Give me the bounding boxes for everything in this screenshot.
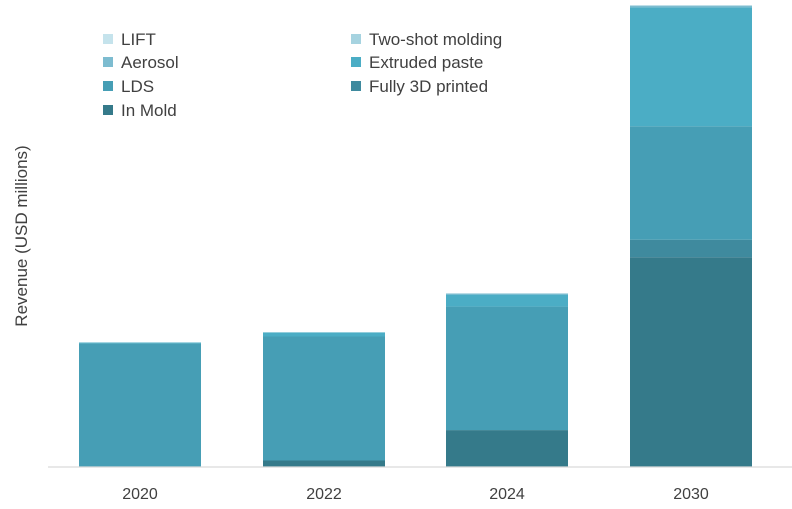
legend-swatch-lift	[103, 34, 113, 44]
x-tick-label-2030: 2030	[673, 486, 709, 503]
legend-swatch-fully-3d-printed	[351, 81, 361, 91]
x-tick-label-2022: 2022	[306, 486, 342, 503]
bar-2024-extruded-paste	[446, 294, 568, 307]
bar-2030-aerosol	[630, 6, 752, 8]
bar-2022-in-mold	[263, 460, 385, 467]
bar-2030-fully-3d-printed	[630, 239, 752, 258]
bar-2030-extruded-paste	[630, 7, 752, 127]
bar-2030-in-mold	[630, 257, 752, 467]
x-tick-label-2024: 2024	[489, 486, 525, 503]
bar-2020-lds	[79, 343, 201, 467]
bar-2020-extruded-paste	[79, 342, 201, 344]
legend-swatch-two-shot-molding	[351, 34, 361, 44]
bar-2024-in-mold	[446, 430, 568, 467]
legend-label-two-shot-molding: Two-shot molding	[369, 30, 502, 49]
legend-swatch-lds	[103, 81, 113, 91]
bar-2024-two-shot-molding	[446, 293, 568, 294]
legend-label-in-mold: In Mold	[121, 101, 177, 120]
legend-swatch-in-mold	[103, 105, 113, 115]
bar-2030-lift	[630, 5, 752, 6]
bar-2030-lds	[630, 126, 752, 240]
legend-swatch-extruded-paste	[351, 57, 361, 67]
bar-2022-extruded-paste	[263, 332, 385, 337]
y-axis-label: Revenue (USD millions)	[12, 145, 31, 326]
bar-2024-aerosol	[446, 293, 568, 295]
bars-group	[79, 5, 752, 467]
legend-label-lds: LDS	[121, 77, 154, 96]
x-tick-labels: 2020 2022 2024 2030	[122, 486, 709, 503]
legend-label-lift: LIFT	[121, 30, 156, 49]
legend-swatch-aerosol	[103, 57, 113, 67]
bar-2030-two-shot-molding	[630, 5, 752, 6]
legend-label-fully-3d-printed: Fully 3D printed	[369, 77, 488, 96]
x-tick-label-2020: 2020	[122, 486, 158, 503]
bar-2022-lds	[263, 336, 385, 461]
legend: LIFT Two-shot molding Aerosol Extruded past…	[103, 30, 502, 120]
legend-label-aerosol: Aerosol	[121, 53, 179, 72]
bar-2024-lds	[446, 306, 568, 431]
legend-label-extruded-paste: Extruded paste	[369, 53, 483, 72]
